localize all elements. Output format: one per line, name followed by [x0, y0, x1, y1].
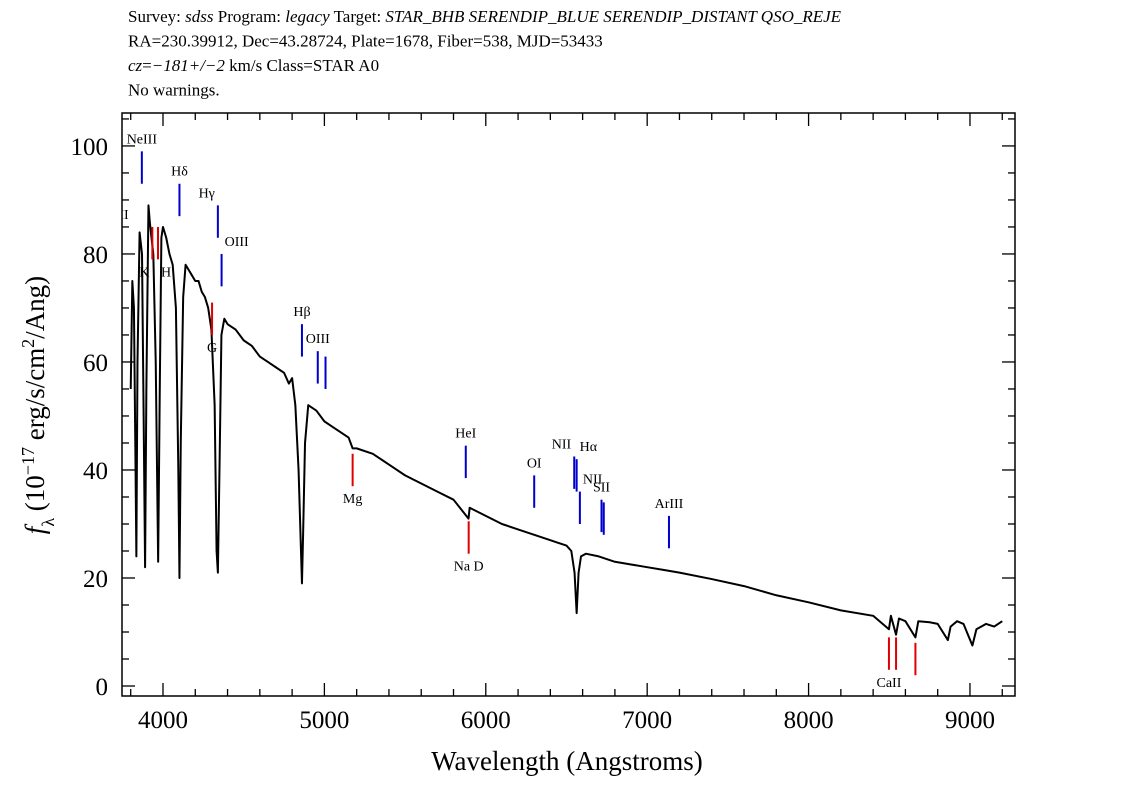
- text-part: Program:: [214, 7, 286, 26]
- y-axis-label: fλ (10−17 erg/s/cm2/Ang): [18, 276, 58, 534]
- emission-line-label: OIII: [225, 235, 249, 250]
- text-part: =: [142, 56, 152, 75]
- text-part: λ: [38, 518, 58, 527]
- text-part: −181+/−2: [152, 56, 226, 75]
- y-tick-label: 60: [83, 350, 108, 377]
- header-line: RA=230.39912, Dec=43.28724, Plate=1678, …: [128, 32, 603, 51]
- emission-line-label: NeIII: [127, 132, 158, 147]
- plot-frame: [121, 112, 1016, 697]
- y-tick-label: 0: [96, 674, 109, 701]
- emission-line-label: ArIII: [655, 497, 684, 512]
- absorption-line-label: Mg: [343, 492, 362, 507]
- text-part: cz: [128, 56, 143, 75]
- emission-line-label: Hα: [580, 440, 598, 455]
- x-axis-label: Wavelength (Angstroms): [431, 746, 703, 776]
- x-tick-label: 8000: [784, 707, 834, 734]
- x-tick-label: 5000: [299, 707, 349, 734]
- emission-line-label: SII: [593, 481, 610, 496]
- emission-line-label: NII: [552, 437, 572, 452]
- text-part: Survey:: [128, 7, 185, 26]
- text-part: −17: [18, 447, 38, 475]
- text-part: /Ang): [20, 276, 50, 339]
- text-part: No warnings.: [128, 81, 220, 100]
- text-part: legacy: [285, 7, 330, 26]
- emission-line-label: OIII: [306, 332, 330, 347]
- header-line: cz=−181+/−2 km/s Class=STAR A0: [128, 56, 379, 75]
- text-part: STAR_BHB SERENDIP_BLUE SERENDIP_DISTANT …: [385, 7, 841, 26]
- emission-line-label: HeI: [455, 427, 476, 442]
- text-part: erg/s/cm: [20, 348, 50, 447]
- absorption-line-label: H: [161, 265, 171, 280]
- header-line: Survey: sdss Program: legacy Target: STA…: [128, 7, 842, 26]
- emission-line-label: Hγ: [199, 186, 215, 201]
- absorption-line-label: G: [207, 341, 217, 356]
- absorption-line-label: Na D: [454, 560, 484, 575]
- emission-line-label: NII: [583, 473, 603, 488]
- text-part: Target:: [330, 7, 386, 26]
- emission-line-label: Hβ: [293, 305, 310, 320]
- text-part: RA=230.39912, Dec=43.28724, Plate=1678, …: [128, 32, 603, 51]
- spectrum-line: [129, 204, 1003, 647]
- text-part: (10: [20, 475, 50, 518]
- y-tick-label: 20: [83, 566, 108, 593]
- header-line: No warnings.: [128, 81, 220, 100]
- y-tick-label: 40: [83, 458, 108, 485]
- absorption-line-label: CaII: [877, 676, 902, 691]
- x-tick-label: 9000: [945, 707, 995, 734]
- y-tick-label: 100: [71, 134, 109, 161]
- text-part: f: [20, 523, 50, 534]
- text-part: 2: [18, 339, 38, 348]
- x-tick-label: 6000: [461, 707, 511, 734]
- x-tick-label: 4000: [138, 707, 188, 734]
- emission-line-label: OII: [109, 208, 129, 223]
- absorption-line-label: K: [139, 265, 149, 280]
- text-part: sdss: [185, 7, 214, 26]
- plot-area: OIINeIIIHδHγOIIIHβOIIIHeIOINIIHαNIISIIAr…: [109, 132, 1003, 691]
- text-part: km/s Class=STAR A0: [225, 56, 379, 75]
- y-tick-label: 80: [83, 242, 108, 269]
- x-tick-label: 7000: [622, 707, 672, 734]
- emission-line-label: OI: [527, 456, 542, 471]
- emission-line-label: Hδ: [171, 165, 188, 180]
